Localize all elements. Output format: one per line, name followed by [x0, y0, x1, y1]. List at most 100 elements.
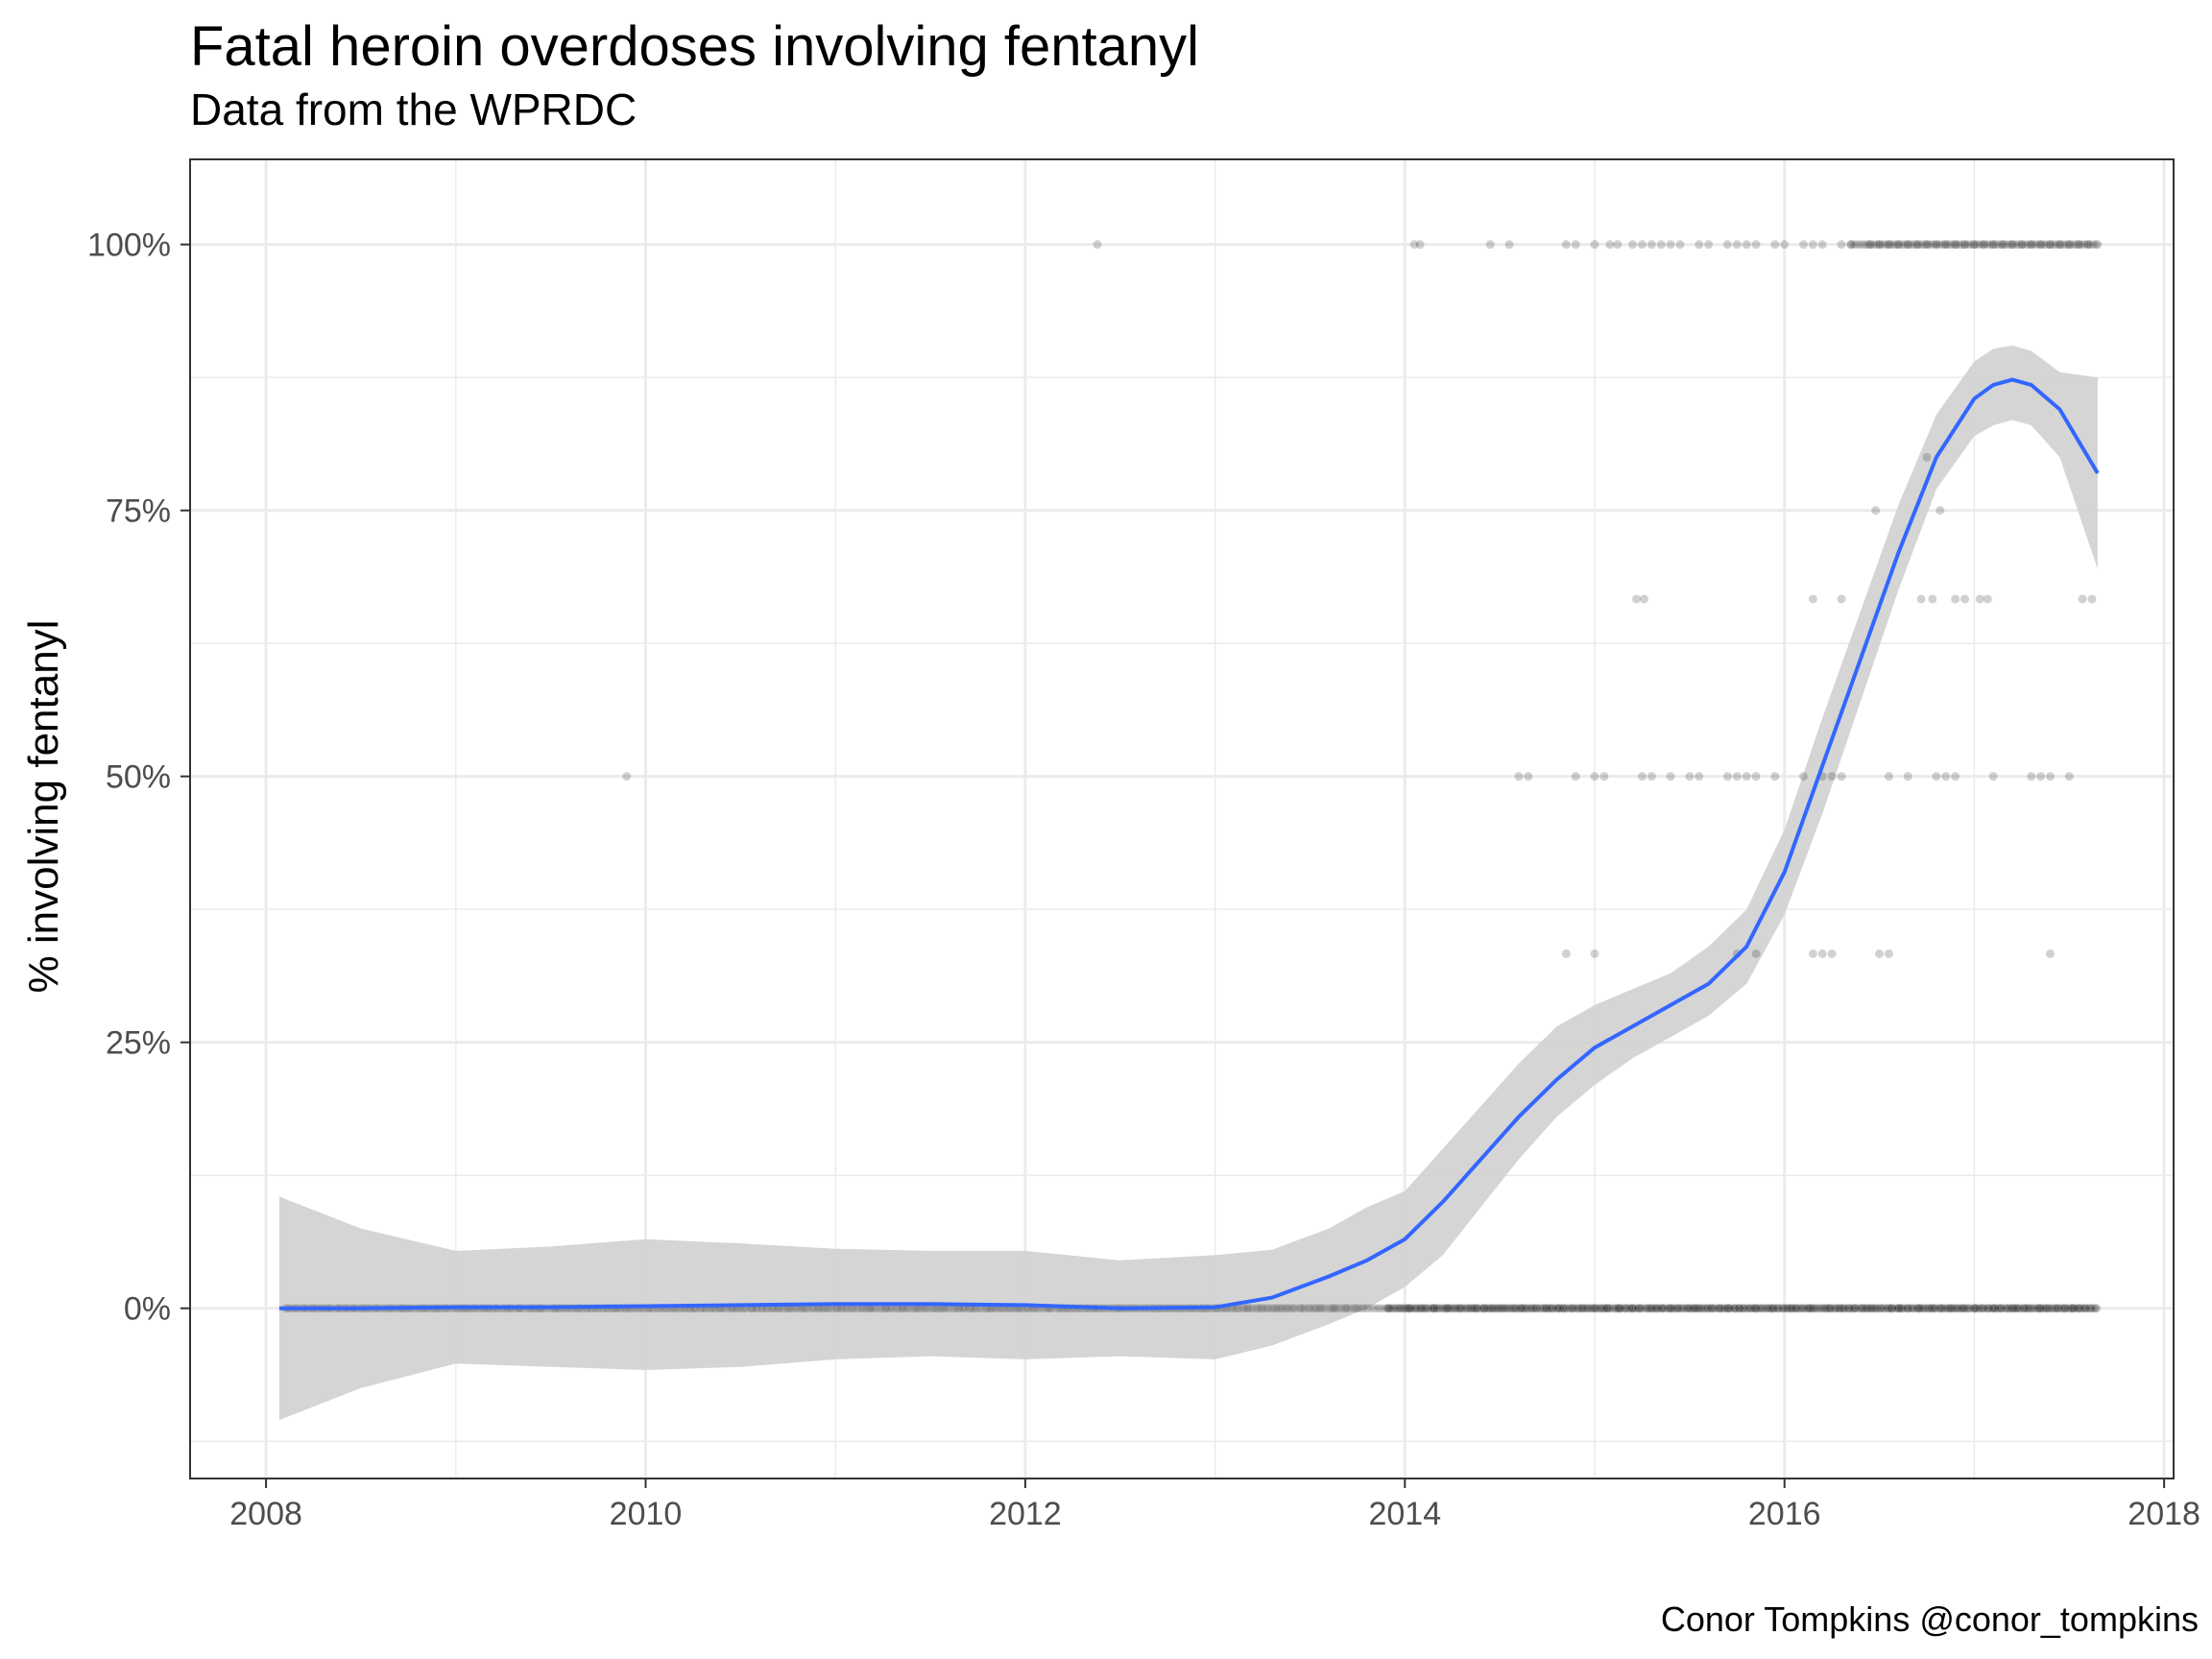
zero-point [1692, 1304, 1701, 1313]
zero-point [1410, 1304, 1420, 1313]
zero-point [1734, 1304, 1743, 1313]
data-point [1869, 240, 1879, 250]
data-point [2091, 240, 2101, 250]
zero-point [1492, 1304, 1502, 1313]
zero-point [2068, 1304, 2078, 1313]
data-point [1647, 240, 1656, 250]
zero-point [1349, 1304, 1358, 1313]
data-point [1926, 240, 1936, 250]
data-points [622, 240, 2103, 958]
zero-point [1653, 1304, 1663, 1313]
zero-point [822, 1304, 831, 1313]
zero-point [1479, 1304, 1489, 1313]
zero-point [1658, 1304, 1668, 1313]
zero-point [1573, 1304, 1582, 1313]
data-point [1920, 240, 1930, 250]
confidence-ribbon [278, 345, 2098, 1421]
zero-point [1457, 1304, 1467, 1313]
zero-point [872, 1304, 881, 1313]
zero-point [2051, 1304, 2060, 1313]
panel-border [189, 158, 2175, 1479]
zero-point [1444, 1304, 1454, 1313]
zero-point [1515, 1304, 1525, 1313]
zero-point [1788, 1304, 1797, 1313]
zero-point [1332, 1304, 1341, 1313]
zero-point [1362, 1304, 1372, 1313]
data-point [2017, 240, 2027, 250]
zero-point [1429, 1304, 1438, 1313]
zero-point [1485, 1304, 1495, 1313]
grid-minor [190, 159, 2174, 1479]
zero-point [910, 1304, 920, 1313]
zero-point [881, 1304, 891, 1313]
zero-point [1421, 1304, 1431, 1313]
zero-point [1336, 1304, 1346, 1313]
zero-point [1545, 1304, 1554, 1313]
zero-point [1581, 1304, 1591, 1313]
zero-point [1617, 1304, 1626, 1313]
zero-point [1649, 1304, 1659, 1313]
zero-point [1238, 1304, 1247, 1313]
data-point [1946, 240, 1956, 250]
zero-point [1494, 1304, 1503, 1313]
zero-point [886, 1304, 896, 1313]
data-point [1875, 240, 1885, 250]
data-point [2054, 240, 2063, 250]
zero-point [1865, 1304, 1875, 1313]
zero-point [1353, 1304, 1362, 1313]
data-point [1639, 594, 1648, 604]
zero-point [1825, 1304, 1835, 1313]
data-point [2036, 240, 2046, 250]
data-point [1965, 240, 1975, 250]
data-point [2008, 240, 2018, 250]
zero-point [1701, 1304, 1711, 1313]
zero-point [1542, 1304, 1551, 1313]
zero-point [1530, 1304, 1540, 1313]
zero-point [1399, 1304, 1408, 1313]
zero-point [1762, 1304, 1771, 1313]
zero-point [1782, 1304, 1791, 1313]
zero-point [2084, 1304, 2094, 1313]
zero-point [1872, 1304, 1882, 1313]
zero-point [1479, 1304, 1489, 1313]
data-point [1960, 240, 1970, 250]
data-point [1637, 772, 1647, 781]
data-point [1998, 240, 2008, 250]
zero-point [827, 1304, 836, 1313]
zero-point [1423, 1304, 1432, 1313]
zero-point [1328, 1304, 1337, 1313]
zero-point [1343, 1304, 1353, 1313]
zero-point [1952, 1304, 1961, 1313]
zero-point [1925, 1304, 1935, 1313]
zero-point [918, 1304, 927, 1313]
data-point [1917, 240, 1927, 250]
zero-point [927, 1304, 937, 1313]
confidence-band [278, 345, 2098, 1421]
data-point [1571, 240, 1580, 250]
data-point [1962, 240, 1972, 250]
zero-point [1547, 1304, 1556, 1313]
zero-point [1340, 1304, 1350, 1313]
zero-point [1815, 1304, 1825, 1313]
zero-point [1267, 1304, 1277, 1313]
zero-point [1324, 1304, 1334, 1313]
data-point [2062, 240, 2072, 250]
data-point [1911, 240, 1921, 250]
data-point [1943, 240, 1953, 250]
data-point [1695, 772, 1704, 781]
zero-point [1714, 1304, 1723, 1313]
data-point [1997, 240, 2007, 250]
data-point [1722, 240, 1732, 250]
zero-point [1430, 1304, 1439, 1313]
zero-point [2005, 1304, 2014, 1313]
zero-point [1753, 1304, 1763, 1313]
data-point [1722, 772, 1732, 781]
zero-point [1743, 1304, 1752, 1313]
zero-point [1813, 1304, 1822, 1313]
data-point [1846, 240, 1856, 250]
zero-point [1954, 1304, 1963, 1313]
data-point [1960, 594, 1970, 604]
zero-point [1979, 1304, 1988, 1313]
data-point [2045, 240, 2055, 250]
zero-point [1660, 1304, 1670, 1313]
